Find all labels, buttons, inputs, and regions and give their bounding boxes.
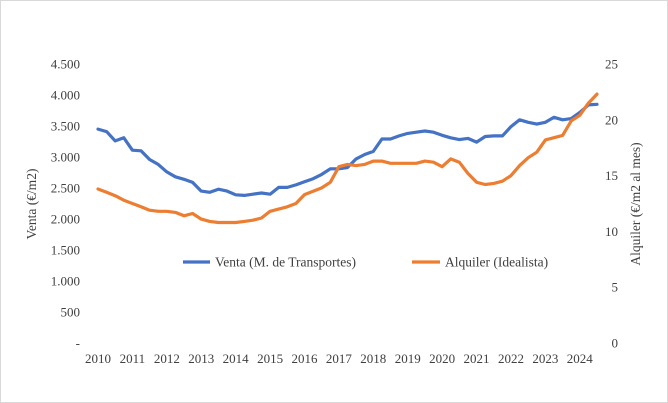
x-tick-label: 2024: [567, 351, 594, 366]
y-right-tick-label: 15: [605, 168, 618, 183]
y-axis-left-title: Venta (€/m2): [24, 169, 39, 240]
x-axis-ticks: 2010 2011 2012 2013 2014 2015 2016 2017 2018 2019…: [85, 351, 593, 366]
x-tick-label: 2012: [154, 351, 180, 366]
x-tick-label: 2016: [291, 351, 318, 366]
x-tick-label: 2018: [360, 351, 386, 366]
y-axis-right-ticks: 0 5 10 15 20 25: [605, 57, 618, 351]
y-left-tick-label: 2.000: [51, 212, 80, 227]
y-left-tick-label: 500: [61, 305, 81, 320]
x-tick-label: 2015: [257, 351, 283, 366]
y-axis-right-title: Alquiler (€/m2 al mes): [628, 142, 643, 265]
y-left-tick-label: 3.000: [51, 150, 80, 165]
y-left-tick-label: 2.500: [51, 181, 80, 196]
series-line-venta: [96, 102, 599, 197]
y-right-tick-label: 5: [612, 280, 619, 295]
x-tick-label: 2013: [188, 351, 214, 366]
legend-label-alquiler: Alquiler (Idealista): [445, 255, 548, 270]
series-line-alquiler: [96, 92, 599, 225]
y-left-tick-label: 4.500: [51, 57, 80, 72]
x-tick-label: 2011: [120, 351, 146, 366]
x-tick-label: 2019: [395, 351, 421, 366]
series-layer: [96, 92, 599, 225]
x-tick-label: 2010: [85, 351, 111, 366]
y-left-tick-label: -: [76, 336, 80, 351]
legend-label-venta: Venta (M. de Transportes): [215, 255, 356, 270]
x-tick-label: 2014: [223, 351, 250, 366]
y-left-tick-label: 4.000: [51, 88, 80, 103]
y-right-tick-label: 0: [612, 336, 619, 351]
legend: Venta (M. de Transportes) Alquiler (Idea…: [183, 255, 548, 270]
y-left-tick-label: 1.000: [51, 274, 80, 289]
x-tick-label: 2021: [464, 351, 490, 366]
y-left-tick-label: 1.500: [51, 243, 80, 258]
y-axis-left-ticks: - 500 1.000 1.500 2.000 2.500 3.000 3.500 4.000 4…: [51, 57, 80, 351]
x-tick-label: 2020: [429, 351, 455, 366]
y-right-tick-label: 10: [605, 224, 618, 239]
x-tick-label: 2017: [326, 351, 353, 366]
x-tick-label: 2022: [498, 351, 524, 366]
y-right-tick-label: 25: [605, 57, 618, 72]
y-left-tick-label: 3.500: [51, 119, 80, 134]
y-right-tick-label: 20: [605, 112, 618, 127]
x-tick-label: 2023: [532, 351, 558, 366]
